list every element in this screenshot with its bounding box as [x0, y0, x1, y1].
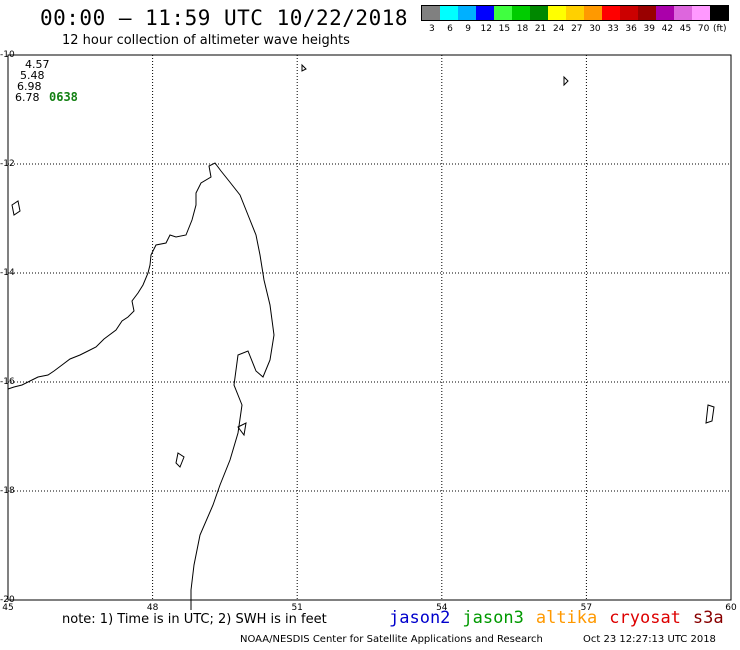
altimeter-map: -10 -12 -14 -16 -18 -20 45 48 51 54 57 60 4.57 5.4…	[0, 50, 737, 613]
satellite-list: jason2 jason3 altika cryosat s3a	[389, 608, 736, 628]
madagascar-coast	[7, 162, 275, 610]
wave-height-4: 6.78	[15, 91, 40, 104]
satellite-s3a: s3a	[692, 608, 724, 628]
island-small-6	[237, 422, 247, 437]
graticule	[8, 55, 731, 600]
units-note: note: 1) Time is in UTC; 2) SWH is in fe…	[62, 612, 327, 627]
legend-swatch	[566, 6, 584, 20]
latitude-label: -16	[0, 377, 15, 387]
map-canvas	[7, 54, 732, 610]
legend-label: 18	[516, 24, 529, 34]
legend-label: 33	[607, 24, 619, 34]
legend-swatch	[458, 6, 476, 20]
legend-swatch	[422, 6, 440, 20]
generated-timestamp: Oct 23 12:27:13 UTC 2018	[583, 634, 716, 645]
longitude-label: 51	[291, 603, 303, 613]
satellite-jason2: jason2	[389, 608, 451, 628]
longitude-label: 45	[2, 603, 14, 613]
legend-swatch	[602, 6, 620, 20]
legend-label: 39	[643, 24, 656, 34]
legend-label: 45	[679, 24, 692, 34]
map-frame	[7, 54, 732, 601]
legend-color-bar	[421, 5, 729, 21]
pass-time-label: 0638	[49, 90, 78, 104]
legend-swatch	[494, 6, 512, 20]
legend-swatch	[476, 6, 494, 20]
latitude-label: -10	[0, 50, 15, 60]
wave-height-legend: 3 6 9 12 15 18 21 24 27 30 33 36 39 42 45 70 (ft)	[421, 5, 729, 39]
wave-height-2: 5.48	[20, 69, 45, 82]
longitude-label: 60	[725, 603, 737, 613]
latitude-label: -14	[0, 268, 15, 278]
legend-swatch	[548, 6, 566, 20]
legend-label: 24	[552, 24, 565, 34]
latitude-label: -20	[0, 595, 15, 605]
satellite-cryosat: cryosat	[609, 608, 681, 628]
legend-label: 9	[465, 24, 471, 34]
legend-swatch	[674, 6, 692, 20]
legend-unit: (ft)	[712, 24, 727, 34]
legend-swatch	[692, 6, 710, 20]
legend-label: 3	[428, 24, 435, 34]
legend-swatch	[512, 6, 530, 20]
wave-height-1: 4.57	[25, 58, 50, 71]
legend-swatch	[620, 6, 638, 20]
legend-labels: 3 6 9 12 15 18 21 24 27 30 33 36 39 42 45 70 (ft)	[421, 21, 729, 35]
legend-swatch	[440, 6, 458, 20]
legend-label: 6	[447, 24, 453, 34]
island-small-1	[11, 200, 21, 216]
legend-swatch	[638, 6, 656, 20]
longitude-label: 54	[436, 603, 448, 613]
legend-label: 15	[498, 24, 511, 34]
island-small-2	[175, 452, 185, 468]
legend-label: 30	[589, 24, 601, 34]
coastline	[7, 63, 715, 610]
legend-label: 27	[571, 24, 583, 34]
legend-label: 42	[661, 24, 674, 34]
latitude-label: -18	[0, 486, 15, 496]
legend-label: 12	[480, 24, 492, 34]
chart-subtitle: 12 hour collection of altimeter wave hei…	[62, 33, 350, 48]
longitude-label: 48	[146, 603, 159, 613]
island-small-4	[301, 63, 307, 72]
satellite-altika: altika	[535, 608, 598, 628]
chart-title: 00:00 – 11:59 UTC 10/22/2018	[40, 6, 409, 30]
credit-text: NOAA/NESDIS Center for Satellite Applica…	[240, 634, 543, 645]
legend-swatch	[710, 6, 728, 20]
longitude-label: 57	[580, 603, 593, 613]
legend-swatch	[584, 6, 602, 20]
legend-label: 36	[625, 24, 637, 34]
legend-label: 21	[534, 24, 547, 34]
latitude-label: -12	[0, 159, 15, 169]
legend-swatch	[530, 6, 548, 20]
legend-swatch	[656, 6, 674, 20]
satellite-jason3: jason3	[462, 608, 524, 628]
island-small-5	[705, 404, 715, 424]
island-small-3	[563, 75, 569, 87]
wave-height-3: 6.98	[17, 80, 42, 93]
legend-label: 70	[697, 24, 710, 34]
